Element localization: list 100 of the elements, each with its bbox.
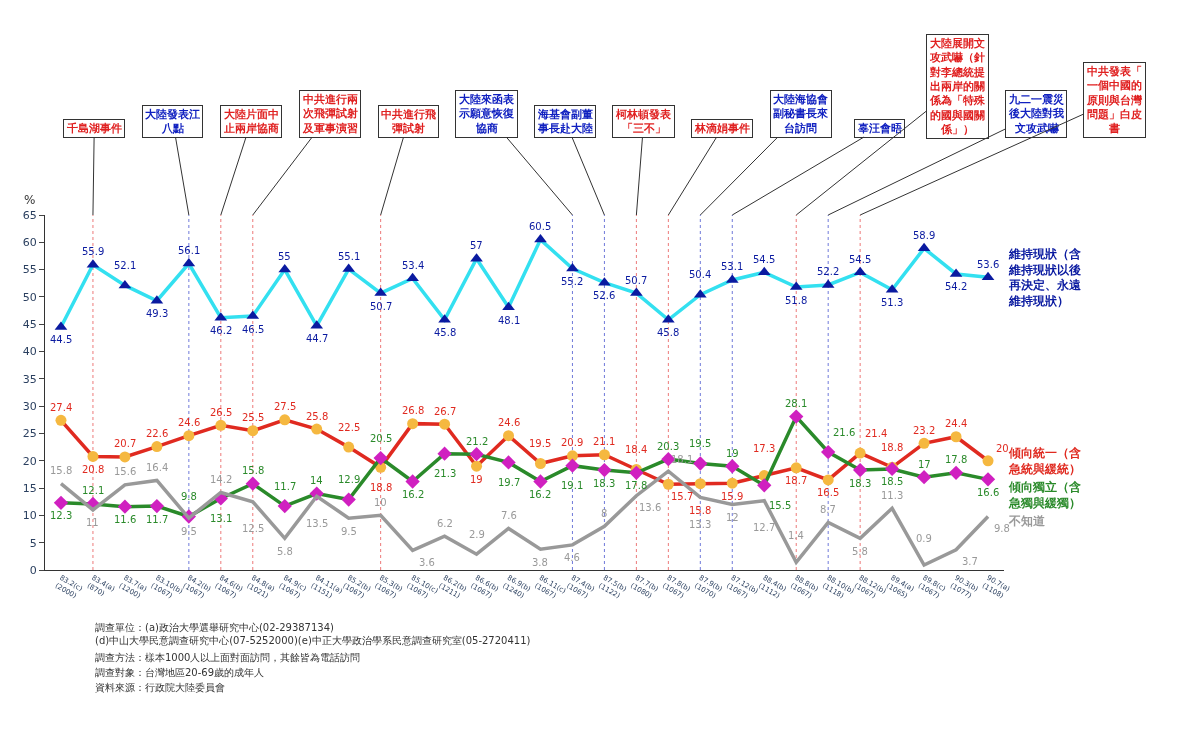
data-label: 12.3 (50, 510, 73, 521)
data-label: 19.7 (498, 477, 521, 488)
ref-line-label: 千島湖事件 (66, 122, 122, 135)
data-label: 11.7 (146, 514, 169, 525)
data-label: 11.3 (881, 490, 904, 501)
data-label: 60.5 (529, 221, 552, 232)
y-axis-title: % (24, 193, 36, 207)
data-label: 45.8 (657, 327, 680, 338)
data-label: 18.1 (671, 454, 694, 465)
data-label: 55.1 (338, 251, 361, 262)
data-label: 21.3 (434, 468, 457, 479)
data-label: 50.4 (689, 269, 712, 280)
data-label: 6.2 (437, 518, 453, 529)
data-label: 17.3 (753, 443, 776, 454)
data-label: 16.2 (402, 489, 425, 500)
data-label: 19 (726, 448, 739, 459)
data-label: 20.7 (114, 438, 137, 449)
ref-line-label: 中共進行兩次飛彈試射及軍事演習 (302, 93, 358, 135)
data-label: 18.5 (881, 476, 904, 487)
data-label: 1.4 (788, 530, 804, 541)
data-label: 19.5 (529, 438, 552, 449)
data-label: 18.3 (849, 478, 872, 489)
data-label: 20.5 (370, 433, 393, 444)
data-label: 46.2 (210, 325, 233, 336)
series-label: 不知道 (1008, 514, 1046, 528)
data-label: 55.9 (82, 246, 105, 257)
data-label: 53.4 (402, 260, 425, 271)
data-label: 26.7 (434, 406, 457, 417)
data-label: 56.1 (178, 245, 201, 256)
ref-line-label: 林滴娟事件 (694, 122, 750, 135)
data-label: 9.5 (341, 526, 357, 537)
data-label: 5.8 (852, 546, 868, 557)
data-label: 49.3 (146, 308, 169, 319)
data-label: 54.5 (849, 254, 872, 265)
data-label: 58.9 (913, 230, 936, 241)
data-label: 15.9 (721, 491, 744, 502)
data-label: 5.8 (277, 546, 293, 557)
data-label: 55.2 (561, 276, 584, 287)
data-label: 46.5 (242, 324, 265, 335)
y-tick-label: 50 (22, 290, 37, 304)
data-label: 25.8 (306, 411, 329, 422)
text: 調查方法：樣本1000人以上面對面訪問，其餘皆為電話訪問 (95, 652, 361, 663)
ref-line-label: 大陸片面中止兩岸協商 (223, 108, 279, 136)
data-label: 24.6 (178, 417, 201, 428)
data-label: 12.1 (82, 485, 105, 496)
data-label: 53.6 (977, 259, 1000, 270)
data-label: 10 (374, 497, 387, 508)
ref-line-label: 柯林頓發表「三不」 (615, 108, 672, 136)
data-label: 15.8 (50, 465, 73, 476)
data-label: 0.9 (916, 533, 932, 544)
data-label: 19.1 (561, 480, 584, 491)
y-tick-label: 45 (22, 318, 37, 332)
series-label: 傾向獨立（含急獨與緩獨） (1008, 480, 1081, 510)
data-label: 20.3 (657, 441, 680, 452)
data-label: 11.6 (114, 514, 137, 525)
data-label: 27.5 (274, 401, 297, 412)
data-label: 16.4 (146, 462, 169, 473)
data-label: 51.3 (881, 297, 904, 308)
source-note: 資料來源：行政院大陸委員會 (95, 682, 225, 693)
data-label: 14.2 (210, 474, 233, 485)
y-tick-label: 15 (22, 481, 37, 495)
y-tick-label: 40 (22, 345, 37, 359)
data-label: 13.3 (689, 519, 712, 530)
data-label: 12.5 (242, 523, 265, 534)
data-label: 17.8 (945, 454, 968, 465)
data-label: 9.8 (181, 491, 197, 502)
data-label: 9.5 (181, 526, 197, 537)
data-label: 18.8 (370, 482, 393, 493)
data-label: 23.2 (913, 425, 936, 436)
data-label: 19.5 (689, 438, 712, 449)
data-label: 44.7 (306, 333, 329, 344)
data-label: 17 (918, 459, 931, 470)
ref-line-label: 大陸海協會副秘書長來台訪問 (773, 93, 829, 135)
ref-line-label: 大陸展開文攻武嚇（針對李總統提出兩岸的關係為「特殊的國與國關係」） (929, 37, 986, 136)
data-label: 18.4 (625, 444, 648, 455)
data-label: 52.6 (593, 290, 616, 301)
y-tick-label: 65 (22, 208, 37, 222)
data-label: 13.5 (306, 518, 329, 529)
data-label: 51.8 (785, 295, 808, 306)
data-label: 3.8 (532, 557, 548, 568)
series-label: 維持現狀（含維持現狀以後再決定、永遠維持現狀） (1008, 247, 1082, 308)
data-label: 16.6 (977, 487, 1000, 498)
data-label: 15.5 (769, 500, 792, 511)
y-tick-label: 0 (29, 563, 37, 577)
data-label: 11.7 (274, 481, 297, 492)
y-tick-label: 30 (22, 400, 37, 413)
data-label: 3.7 (962, 556, 978, 567)
data-label: 20.9 (561, 437, 584, 448)
text: 調查對象：台灣地區20-69歲的成年人 (95, 667, 265, 678)
data-label: 12 (726, 512, 739, 523)
data-label: 11 (86, 517, 99, 528)
data-label: 7.6 (501, 510, 517, 521)
data-label: 15.8 (242, 465, 265, 476)
ref-line-label: 中共進行飛彈試射 (381, 108, 436, 136)
data-label: 53.1 (721, 261, 744, 272)
data-label: 54.2 (945, 281, 968, 292)
data-label: 28.1 (785, 398, 808, 409)
data-label: 19 (470, 474, 483, 485)
data-label: 13.6 (639, 502, 662, 513)
data-label: 15.7 (671, 491, 694, 502)
